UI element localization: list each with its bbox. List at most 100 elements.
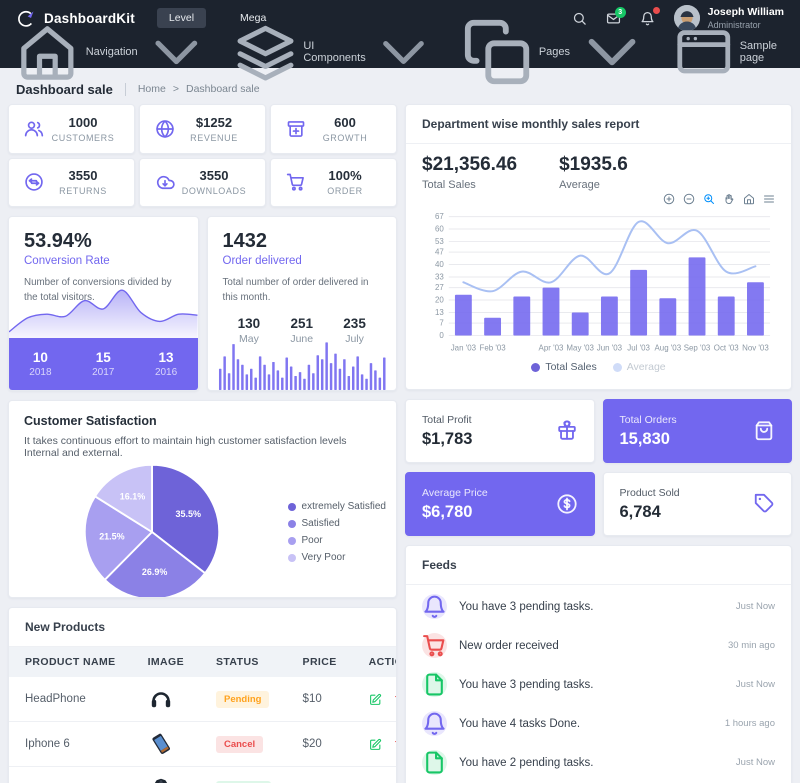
legend-item[interactable]: Average	[612, 361, 666, 373]
svg-text:Jun '03: Jun '03	[597, 343, 623, 352]
feed-item[interactable]: You have 2 pending tasks. Just Now	[406, 745, 791, 780]
order-month-label: July	[345, 333, 364, 346]
toolbar-icon[interactable]	[703, 193, 715, 205]
pie-legend-label: Poor	[301, 535, 323, 546]
kpi-card: Total Orders 15,830	[602, 399, 792, 463]
toolbar-icon[interactable]	[763, 193, 775, 205]
feed-icon	[422, 711, 447, 736]
kpi-value: 6,784	[619, 502, 661, 521]
feed-glyph-icon	[422, 633, 447, 658]
toolbar-icon[interactable]	[723, 193, 735, 205]
kpi-card: Average Price $6,780	[405, 472, 595, 536]
conversion-year-value: 13	[158, 350, 174, 365]
col-status: STATUS	[199, 647, 287, 677]
orders-value: 1432	[222, 230, 268, 252]
feed-list: You have 3 pending tasks. Just Now New o…	[406, 589, 791, 783]
feed-item[interactable]: New order received 30 min ago	[406, 628, 791, 663]
stat-value: 3550	[199, 168, 229, 184]
mail-icon[interactable]: 3	[606, 6, 626, 26]
products-table-header: PRODUCT NAME IMAGE STATUS PRICE ACTION	[9, 647, 396, 677]
edit-icon[interactable]	[369, 693, 382, 706]
conversion-value: 53.94%	[24, 230, 92, 252]
chart-toolbar	[422, 193, 775, 207]
svg-text:53: 53	[435, 237, 444, 246]
sales-bar-line-chart: 0 7 13 20 27 33 40 47 53 60 67 Jan '03 Feb '03 Apr '0…	[435, 212, 771, 352]
brand[interactable]: DashboardKit	[16, 8, 135, 28]
kpi-label: Average Price	[422, 486, 488, 499]
feed-item[interactable]: You have 4 tasks Done. 1 hours ago	[406, 706, 791, 741]
feed-time: Just Now	[735, 601, 775, 612]
notification-bell-icon[interactable]	[640, 6, 660, 26]
legend-item[interactable]: Total Sales	[531, 361, 597, 373]
feed-text: You have 3 pending tasks.	[459, 600, 594, 613]
svg-text:35.5%: 35.5%	[175, 509, 200, 519]
stat-label: DOWNLOADS	[181, 186, 247, 197]
feed-item[interactable]: You have 3 pending tasks. Just Now	[406, 589, 791, 624]
satisfaction-description: It takes continuous effort to maintain h…	[24, 435, 347, 459]
stat-icon	[155, 119, 175, 139]
feed-icon	[422, 672, 447, 697]
stat-card: 600 GROWTH	[270, 104, 397, 154]
stat-value: 100%	[328, 168, 362, 184]
svg-text:Oct '03: Oct '03	[714, 343, 739, 352]
pie-legend-dot	[287, 502, 296, 511]
kpi-card: Product Sold 6,784	[602, 472, 792, 536]
order-month-stat: 251 June	[275, 316, 328, 345]
menu-item[interactable]: Sample page	[675, 23, 784, 81]
menu-item-icon	[675, 23, 733, 81]
stat-icon	[155, 172, 175, 192]
toolbar-icon[interactable]	[743, 193, 755, 205]
feed-time: Just Now	[735, 679, 775, 690]
feed-text: New order received	[459, 639, 559, 652]
stat-card: 1000 CUSTOMERS	[8, 104, 135, 154]
conversion-label: Conversion Rate	[24, 255, 110, 267]
toolbar-icon[interactable]	[663, 193, 675, 205]
toolbar-icon[interactable]	[683, 193, 695, 205]
stats-grid: 1000 CUSTOMERS $1252 REVENUE 600	[8, 104, 397, 207]
average-stat: $1935.6 Average	[559, 154, 628, 191]
order-delivered-card: 1432 Order delivered Total number of ord…	[206, 216, 397, 391]
conversion-rate-card: 53.94% Conversion Rate Number of convers…	[8, 216, 199, 391]
orders-label: Order delivered	[222, 255, 302, 267]
feed-icon	[422, 750, 447, 775]
total-sales-stat: $21,356.46 Total Sales	[422, 154, 517, 191]
breadcrumb-home[interactable]: Home	[137, 83, 166, 95]
feed-item[interactable]: You have 3 pending tasks. Just Now	[406, 667, 791, 702]
svg-text:Aug '03: Aug '03	[655, 343, 682, 352]
pie-legend-item: Poor	[287, 535, 386, 546]
tab-level[interactable]: Level	[156, 8, 207, 28]
conversion-description: Number of conversions divided by the tot…	[24, 277, 172, 303]
menu-item-label: Pages	[538, 46, 571, 58]
stat-icon	[286, 172, 306, 192]
col-action: ACTION	[352, 647, 396, 677]
order-month-label: June	[290, 333, 314, 346]
menu-item[interactable]: Navigation	[16, 21, 207, 84]
status-badge: Pending	[215, 690, 270, 708]
svg-text:Feb '03: Feb '03	[479, 343, 506, 352]
product-name: Iphone 6	[9, 721, 132, 767]
delete-icon[interactable]	[394, 693, 396, 706]
feeds-title: Feeds	[406, 546, 791, 585]
pie-legend-dot	[287, 519, 296, 528]
stat-card: 3550 RETURNS	[8, 157, 135, 207]
search-icon[interactable]	[572, 11, 587, 26]
delete-icon[interactable]	[394, 738, 396, 751]
average-label: Average	[559, 179, 600, 191]
svg-text:0: 0	[439, 331, 444, 340]
edit-icon[interactable]	[369, 738, 382, 751]
menu-item[interactable]: Pages	[462, 17, 647, 87]
breadcrumb-current: Dashboard sale	[185, 83, 260, 95]
menu-item[interactable]: UI Components	[235, 22, 433, 83]
user-menu[interactable]: Joseph William Administrator	[673, 5, 784, 31]
feeds-card: Feeds You have 3 pending tasks. Just Now	[405, 545, 792, 783]
user-name: Joseph William	[707, 6, 784, 19]
col-product-name: PRODUCT NAME	[9, 647, 132, 677]
kpi-label: Product Sold	[619, 486, 680, 499]
feed-time: 30 min ago	[727, 640, 775, 651]
stat-icon	[286, 119, 306, 139]
conversion-year: 2017	[92, 367, 115, 378]
tab-mega[interactable]: Mega	[240, 12, 267, 24]
svg-text:20: 20	[435, 296, 444, 305]
svg-text:16.1%: 16.1%	[120, 492, 145, 502]
sales-report-title: Department wise monthly sales report	[406, 105, 791, 144]
